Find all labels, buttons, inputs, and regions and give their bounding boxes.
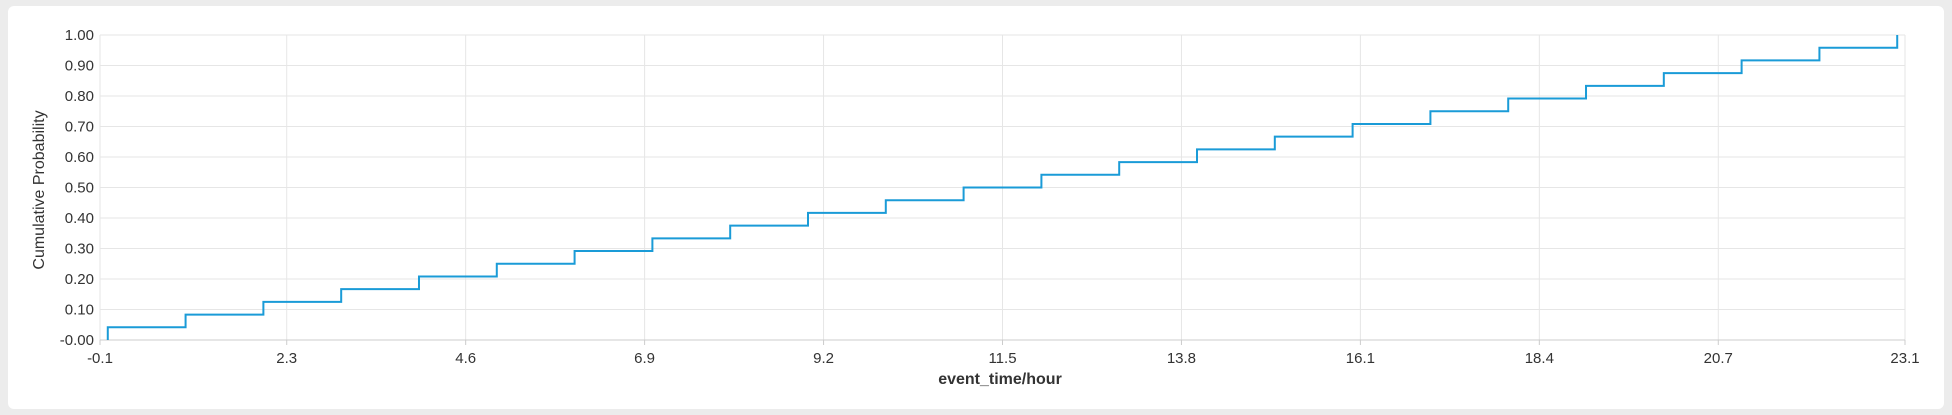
x-tick-label: 9.2 [813, 350, 834, 367]
cdf-step-line [106, 35, 1899, 340]
y-tick-label: 0.10 [65, 302, 94, 319]
x-tick-label: 23.1 [1890, 350, 1919, 367]
y-tick-label: 0.80 [65, 88, 94, 105]
series-layer [106, 35, 1899, 340]
x-tick-label: 6.9 [634, 350, 655, 367]
x-tick-label: 18.4 [1525, 350, 1554, 367]
y-tick-label: -0.00 [60, 332, 94, 349]
y-tick-label: 0.70 [65, 119, 94, 136]
label-layer: -0.00 0.10 0.20 0.30 0.40 0.50 0.60 0.70 0.80 0.9… [60, 27, 1920, 367]
x-tick-label: 13.8 [1167, 350, 1196, 367]
grid-layer [99, 34, 1906, 341]
y-tick-label: 1.00 [65, 27, 94, 44]
x-tick-label: 2.3 [276, 350, 297, 367]
x-tick-label: 20.7 [1704, 350, 1733, 367]
y-tick-label: 0.40 [65, 210, 94, 227]
chart-panel [8, 6, 1944, 409]
x-axis-title: event_time/hour [938, 371, 1062, 388]
x-tick-label: 4.6 [455, 350, 476, 367]
y-tick-label: 0.20 [65, 271, 94, 288]
x-tick-label: 11.5 [988, 350, 1016, 367]
axis-layer [99, 339, 1906, 345]
y-axis-title: Cumulative Probability [31, 110, 48, 269]
y-tick-label: 0.90 [65, 58, 94, 75]
y-tick-label: 0.50 [65, 180, 94, 197]
x-tick-label: 16.1 [1346, 350, 1375, 367]
x-tick-label: -0.1 [87, 350, 113, 367]
y-tick-label: 0.60 [65, 149, 94, 166]
y-tick-label: 0.30 [65, 241, 94, 258]
